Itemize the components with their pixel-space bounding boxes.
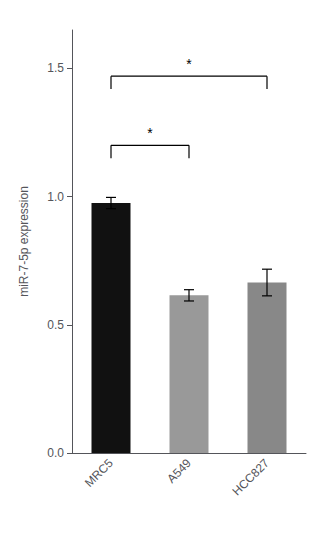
svg-text:0.5: 0.5	[47, 318, 64, 332]
svg-text:HCC827: HCC827	[230, 456, 273, 499]
svg-text:MRC5: MRC5	[82, 456, 116, 490]
svg-text:0.0: 0.0	[47, 446, 64, 460]
svg-text:1.0: 1.0	[47, 190, 64, 204]
svg-text:miR-7-5p expression: miR-7-5p expression	[17, 186, 31, 297]
svg-text:*: *	[186, 56, 192, 72]
svg-text:1.5: 1.5	[47, 61, 64, 75]
svg-text:*: *	[147, 125, 153, 141]
svg-text:A549: A549	[164, 456, 194, 486]
